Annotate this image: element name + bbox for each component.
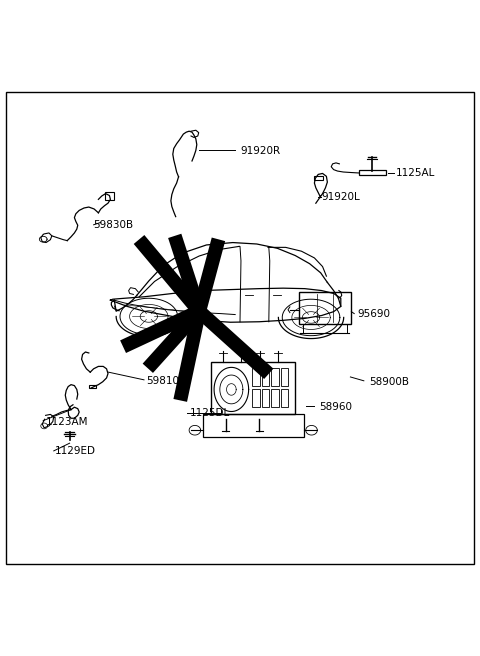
- Text: 1125DL: 1125DL: [190, 409, 230, 419]
- Text: 1125AL: 1125AL: [396, 169, 435, 178]
- Text: 59830B: 59830B: [94, 220, 134, 230]
- Text: 58900B: 58900B: [370, 377, 409, 387]
- Text: 95690: 95690: [358, 308, 391, 319]
- Text: 59810B: 59810B: [146, 376, 187, 386]
- Text: 1129ED: 1129ED: [55, 446, 96, 457]
- Text: 91920L: 91920L: [322, 192, 360, 203]
- Text: 91920R: 91920R: [240, 146, 280, 156]
- Text: 1123AM: 1123AM: [46, 417, 88, 426]
- Text: 58960: 58960: [319, 402, 352, 412]
